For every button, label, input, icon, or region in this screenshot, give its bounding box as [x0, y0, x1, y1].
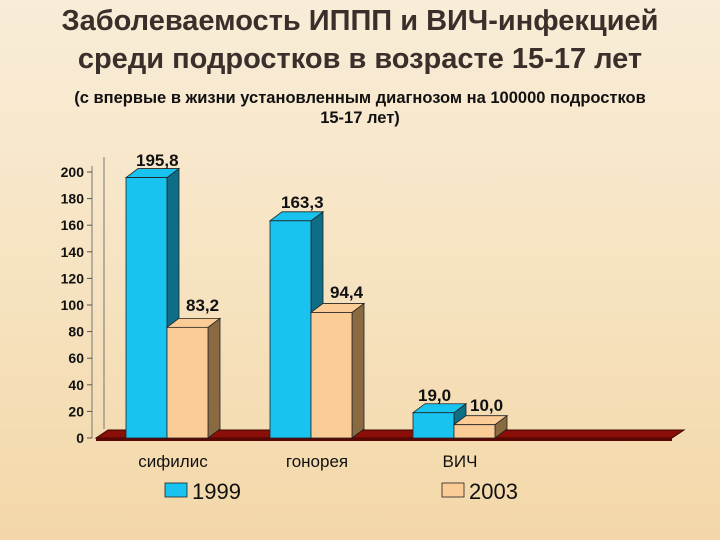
title-line-2: среди подростков в возрасте 15-17 лет [77, 43, 643, 75]
category-label: ВИЧ [443, 452, 478, 471]
legend-label: 2003 [469, 479, 518, 504]
y-tick-label: 0 [76, 430, 84, 446]
category-label: сифилис [138, 452, 208, 471]
chart-floor-edge [96, 438, 672, 441]
category-label: гонорея [286, 452, 348, 471]
bar-2003 [453, 424, 496, 439]
bar-1999 [125, 177, 168, 439]
y-tick-label: 200 [61, 164, 85, 180]
bar-1999 [269, 220, 312, 439]
y-tick-label: 180 [61, 191, 85, 207]
data-label-2003: 10,0 [470, 396, 503, 415]
y-tick-label: 20 [68, 403, 84, 419]
title-line-1: Заболеваемость ИППП и ВИЧ-инфекцией [61, 5, 659, 37]
data-label-1999: 19,0 [418, 386, 451, 405]
y-tick-label: 140 [61, 244, 85, 260]
legend-swatch-2003 [441, 482, 465, 498]
y-tick-label: 100 [61, 297, 85, 313]
bar-1999 [412, 412, 455, 439]
bar-2003 [310, 312, 353, 439]
data-label-1999: 163,3 [281, 193, 324, 212]
bar-2003 [166, 326, 209, 439]
subtitle-line-2: 15-17 лет) [320, 109, 400, 127]
data-label-2003: 94,4 [330, 283, 364, 302]
legend-swatch-1999 [164, 482, 188, 498]
y-tick-label: 80 [68, 324, 84, 340]
y-tick-label: 160 [61, 217, 85, 233]
legend-label: 1999 [192, 479, 241, 504]
y-tick-label: 40 [68, 377, 84, 393]
y-tick-label: 120 [61, 270, 85, 286]
data-label-2003: 83,2 [186, 296, 219, 315]
subtitle-line-1: (с впервые в жизни установленным диагноз… [74, 89, 646, 107]
data-label-1999: 195,8 [136, 151, 179, 170]
y-tick-label: 60 [68, 350, 84, 366]
bar-side-2003 [207, 317, 221, 439]
bar-side-2003 [351, 302, 365, 439]
